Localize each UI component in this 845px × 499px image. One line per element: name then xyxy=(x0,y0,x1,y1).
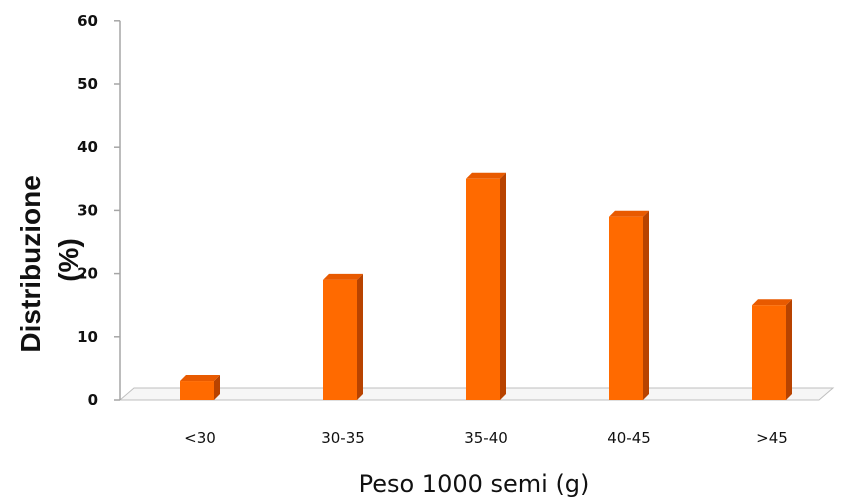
bar xyxy=(180,375,220,400)
y-axis: 0 10 20 30 40 50 60 xyxy=(77,12,121,409)
bar-side xyxy=(500,172,506,400)
x-tick-label: >45 xyxy=(756,429,788,447)
bars xyxy=(180,172,792,400)
bar-side xyxy=(214,375,220,400)
bar xyxy=(609,210,649,400)
y-tick-label: 0 xyxy=(88,391,98,409)
bar xyxy=(323,273,363,400)
bar-top xyxy=(180,375,220,382)
x-axis-title: Peso 1000 semi (g) xyxy=(359,470,590,498)
y-axis-title-line-1: Distribuzione xyxy=(15,175,46,352)
y-tick-label: 20 xyxy=(77,265,98,283)
bar-top xyxy=(466,172,506,179)
bar-side xyxy=(643,210,649,400)
bar-top xyxy=(609,210,649,217)
bar-front xyxy=(323,279,357,400)
y-tick-label: 60 xyxy=(77,12,98,30)
bar-front xyxy=(466,178,500,400)
bar-top xyxy=(752,299,792,306)
y-tick-label: 30 xyxy=(77,201,98,219)
bar-front xyxy=(180,381,214,400)
y-axis-title-line-2: (%) xyxy=(53,238,84,282)
bar-side xyxy=(357,273,363,400)
x-tick-label: 35-40 xyxy=(464,429,508,447)
y-tick-label: 50 xyxy=(77,75,98,93)
y-tick-label: 10 xyxy=(77,328,98,346)
bar xyxy=(752,299,792,400)
x-tick-label: <30 xyxy=(184,429,216,447)
y-tick-label: 40 xyxy=(77,138,98,156)
y-axis-title: Distribuzione (%) xyxy=(15,167,84,352)
x-tick-labels: <30 30-35 35-40 40-45 >45 xyxy=(184,429,788,447)
bar-front xyxy=(609,216,643,400)
x-tick-label: 40-45 xyxy=(607,429,651,447)
bar-front xyxy=(752,305,786,400)
bar-top xyxy=(323,273,363,280)
x-tick-label: 30-35 xyxy=(321,429,365,447)
bar-side xyxy=(786,299,792,400)
bar xyxy=(466,172,506,400)
